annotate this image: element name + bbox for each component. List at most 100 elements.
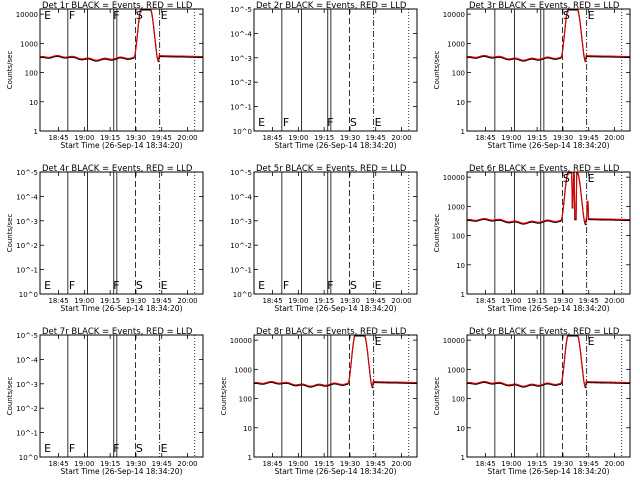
x-tick-label: 18:45 [48, 134, 68, 142]
panel-title: Det 4r BLACK = Events, RED = LLD [42, 164, 193, 174]
event-marker: S [136, 9, 143, 22]
y-tick-label: 10000 [230, 337, 252, 345]
event-marker: F [113, 279, 119, 292]
event-marker: S [350, 116, 357, 129]
x-tick-label: 19:45 [579, 460, 599, 468]
y-tick-label: 10 [456, 262, 465, 270]
y-tick-label: 10^-2 [230, 79, 252, 87]
y-tick-label: 10^-4 [16, 193, 38, 201]
x-tick-label: 19:15 [314, 297, 334, 305]
x-tick-label: 19:15 [527, 460, 547, 468]
plot-frame [39, 8, 204, 132]
event-marker: F [327, 279, 333, 292]
x-tick-label: 19:30 [126, 134, 146, 142]
y-tick-label: 10^-1 [16, 430, 38, 438]
y-tick-label: 1 [34, 128, 38, 136]
y-tick-label: 10^-3 [16, 381, 38, 389]
x-tick-label: 19:00 [288, 297, 308, 305]
y-axis-label: Counts/sec [433, 214, 441, 253]
y-axis-label: Counts/sec [6, 214, 14, 253]
y-axis-label: Counts/sec [6, 377, 14, 416]
x-tick-label: 18:45 [262, 460, 282, 468]
panel-det-1: Det 1r BLACK = Events, RED = LLD 18:45 19:… [6, 1, 204, 150]
y-tick-label: 10^-4 [16, 356, 38, 364]
x-tick-label: 19:15 [527, 297, 547, 305]
series-lld-line [253, 334, 417, 388]
series-lld-line [39, 8, 203, 62]
panel-det-2: Det 2r BLACK = Events, RED = LLD 18:45 19:… [230, 1, 418, 150]
panel-title: Det 6r BLACK = Events, RED = LLD [469, 164, 620, 174]
y-tick-label: 10^-2 [230, 242, 252, 250]
x-tick-label: 19:00 [74, 460, 94, 468]
x-tick-label: 18:45 [262, 297, 282, 305]
y-tick-label: 10^-3 [230, 218, 252, 226]
y-tick-label: 10^-1 [230, 267, 252, 275]
y-tick-label: 1000 [20, 40, 38, 48]
y-tick-label: 100 [239, 396, 252, 404]
x-tick-label: 18:45 [262, 134, 282, 142]
plot-frame [253, 334, 418, 458]
x-axis-label: Start Time (26-Sep-14 18:34:20) [488, 141, 610, 150]
y-tick-label: 10000 [443, 337, 465, 345]
y-tick-label: 1 [461, 291, 465, 299]
y-tick-label: 10000 [443, 11, 465, 19]
event-marker: E [588, 9, 595, 22]
x-tick-label: 18:45 [475, 134, 495, 142]
event-marker: S [350, 279, 357, 292]
y-tick-label: 10 [243, 425, 252, 433]
x-tick-label: 18:45 [48, 297, 68, 305]
panel-det-5: Det 5r BLACK = Events, RED = LLD 18:45 19:… [230, 164, 418, 313]
x-axis-label: Start Time (26-Sep-14 18:34:20) [275, 141, 397, 150]
y-tick-label: 100 [25, 70, 38, 78]
x-tick-label: 18:45 [475, 460, 495, 468]
y-axis-label: Counts/sec [220, 377, 228, 416]
x-tick-label: 19:15 [527, 134, 547, 142]
x-tick-label: 18:45 [475, 297, 495, 305]
y-tick-label: 1000 [234, 366, 252, 374]
panel-det-4: Det 4r BLACK = Events, RED = LLD 18:45 19:… [6, 164, 204, 313]
x-axis-label: Start Time (26-Sep-14 18:34:20) [61, 467, 183, 476]
plot-frame [466, 334, 631, 458]
panel-title: Det 2r BLACK = Events, RED = LLD [256, 1, 407, 11]
event-marker: F [113, 442, 119, 455]
x-tick-label: 19:30 [553, 134, 573, 142]
event-marker: E [161, 9, 168, 22]
x-tick-label: 20:00 [604, 134, 624, 142]
x-tick-label: 19:15 [100, 460, 120, 468]
x-tick-label: 19:30 [340, 134, 360, 142]
plot-frame [39, 334, 204, 458]
x-axis-label: Start Time (26-Sep-14 18:34:20) [61, 141, 183, 150]
y-axis-label: Counts/sec [6, 51, 14, 90]
y-tick-label: 10^-3 [16, 218, 38, 226]
y-tick-label: 1 [461, 128, 465, 136]
plot-frame [253, 171, 418, 295]
y-tick-label: 10 [29, 99, 38, 107]
x-axis-label: Start Time (26-Sep-14 18:34:20) [488, 304, 610, 313]
x-tick-label: 19:45 [366, 460, 386, 468]
y-tick-label: 10^-4 [230, 193, 252, 201]
series-lld-line [466, 171, 630, 225]
x-tick-label: 19:00 [74, 134, 94, 142]
y-tick-label: 1000 [447, 40, 465, 48]
series-lld-line [466, 8, 630, 62]
x-tick-label: 19:15 [314, 460, 334, 468]
x-tick-label: 20:00 [391, 134, 411, 142]
event-marker: E [161, 279, 168, 292]
y-tick-label: 10^-5 [230, 169, 252, 177]
panel-det-8: Det 8r BLACK = Events, RED = LLD 18:45 19:… [220, 327, 418, 476]
event-marker: S [136, 442, 143, 455]
event-marker: F [283, 279, 289, 292]
y-tick-label: 1000 [447, 203, 465, 211]
panel-title: Det 7r BLACK = Events, RED = LLD [42, 327, 193, 337]
y-tick-label: 10^-3 [230, 55, 252, 63]
y-tick-label: 10^0 [19, 454, 38, 462]
x-tick-label: 19:00 [501, 297, 521, 305]
y-tick-label: 100 [452, 233, 465, 241]
y-tick-label: 10^-5 [16, 169, 38, 177]
x-axis-label: Start Time (26-Sep-14 18:34:20) [275, 467, 397, 476]
series-lld-line [466, 334, 630, 388]
event-marker: E [588, 172, 595, 185]
y-tick-label: 10^-2 [16, 405, 38, 413]
x-tick-label: 19:00 [288, 134, 308, 142]
